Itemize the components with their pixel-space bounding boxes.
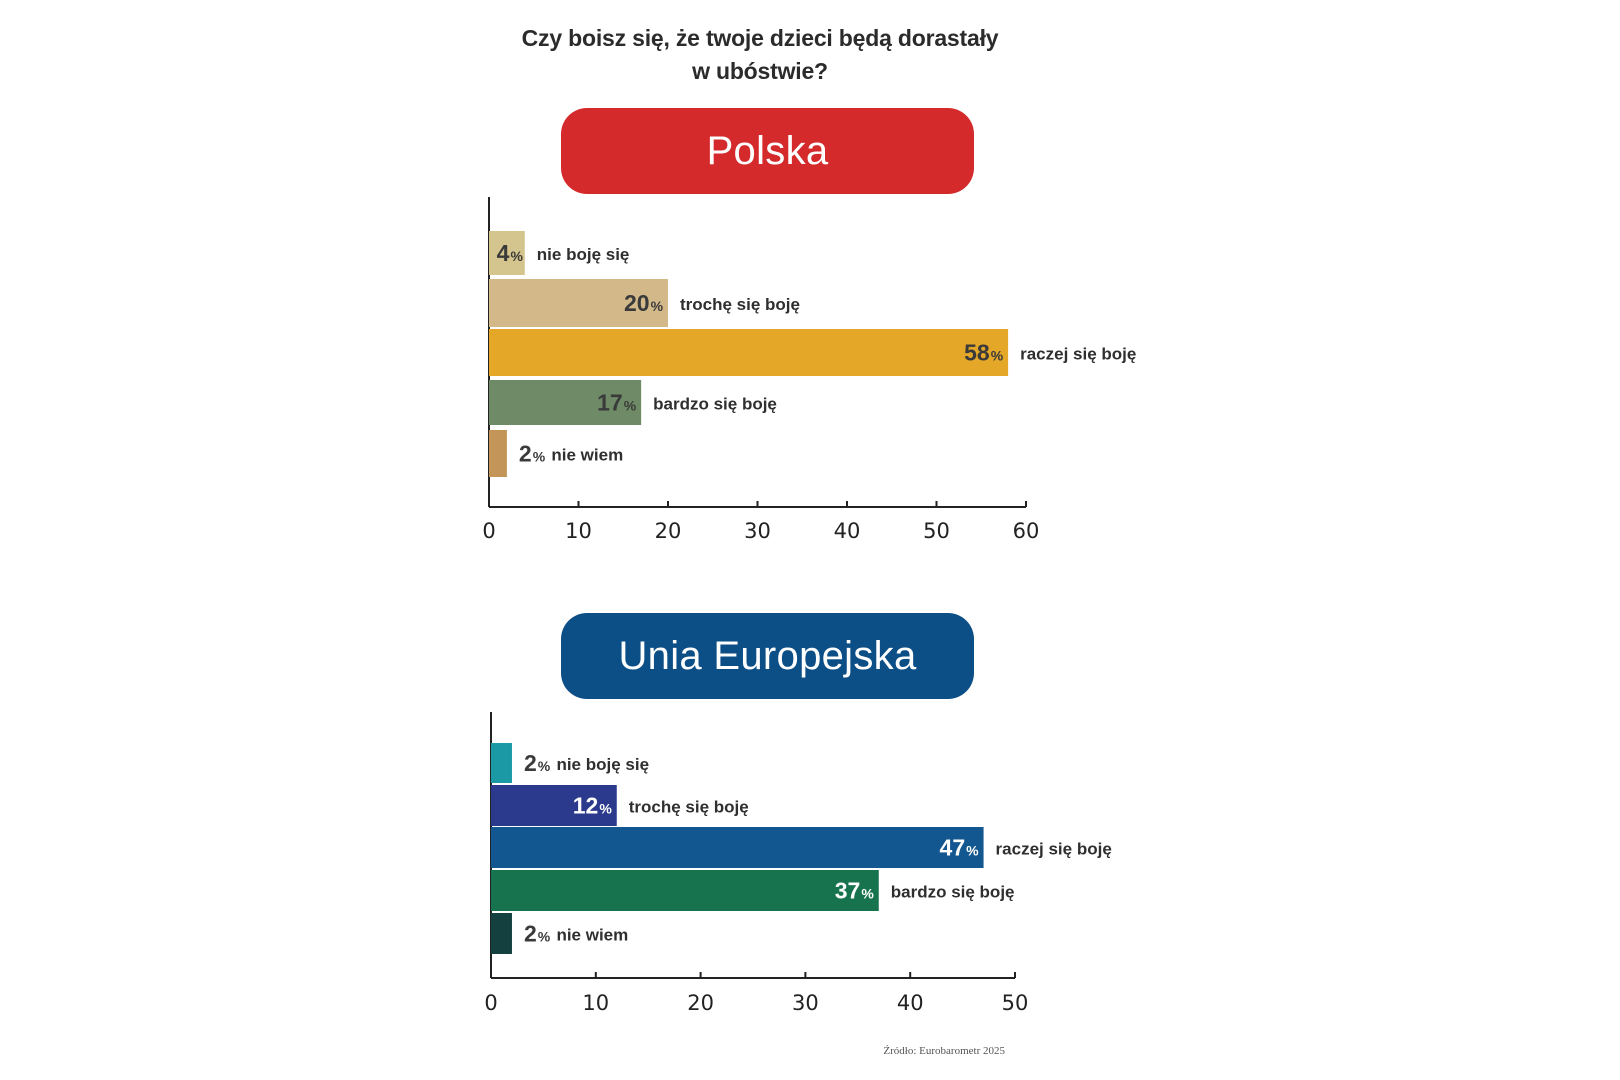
category-label-eu: raczej się boję (996, 840, 1112, 859)
x-tick-label-polska: 10 (565, 519, 592, 543)
category-label-eu: nie boję się (556, 755, 649, 774)
x-tick-label-polska: 60 (1013, 519, 1040, 543)
x-tick-label-polska: 40 (834, 519, 861, 543)
chart-title: Czy boisz się, że twoje dzieci będą dora… (450, 22, 1070, 88)
x-tick-label-polska: 20 (655, 519, 682, 543)
x-tick-label-eu: 0 (484, 991, 497, 1015)
header-polska: Polska (561, 108, 974, 194)
category-label-polska: trochę się boję (680, 295, 800, 314)
x-tick-label-eu: 50 (1002, 991, 1029, 1015)
category-label-polska: nie boję się (537, 245, 630, 264)
value-label-polska: 2% (519, 441, 546, 467)
chart-title-line-2: w ubóstwie? (692, 58, 828, 84)
chart-title-line-1: Czy boisz się, że twoje dzieci będą dora… (521, 25, 999, 51)
value-label-eu: 2% (524, 921, 551, 947)
x-tick-label-eu: 20 (687, 991, 714, 1015)
bar-polska (489, 279, 668, 327)
bar-eu (491, 743, 512, 783)
bar-polska (489, 430, 507, 477)
x-tick-label-polska: 50 (923, 519, 950, 543)
category-label-polska: raczej się boję (1020, 345, 1136, 364)
x-tick-label-eu: 40 (897, 991, 924, 1015)
value-label-eu: 12% (573, 793, 613, 819)
bar-polska (489, 380, 642, 425)
x-tick-label-eu: 30 (792, 991, 819, 1015)
source-note: Źródło: Eurobarometr 2025 (883, 1045, 1005, 1057)
x-tick-label-polska: 0 (482, 519, 495, 543)
value-label-eu: 2% (524, 750, 551, 776)
category-label-polska: nie wiem (551, 446, 623, 465)
category-label-eu: trochę się boję (629, 798, 749, 817)
bar-eu (491, 870, 879, 911)
bar-polska (489, 231, 525, 275)
category-label-polska: bardzo się boję (653, 395, 777, 414)
x-tick-label-eu: 10 (582, 991, 609, 1015)
x-tick-label-polska: 30 (744, 519, 771, 543)
header-unia-europejska: Unia Europejska (561, 613, 974, 699)
bar-eu (491, 913, 512, 954)
bar-polska (489, 329, 1009, 376)
bar-eu (491, 827, 984, 868)
category-label-eu: bardzo się boję (891, 883, 1015, 902)
category-label-eu: nie wiem (556, 926, 628, 945)
bar-eu (491, 785, 617, 826)
